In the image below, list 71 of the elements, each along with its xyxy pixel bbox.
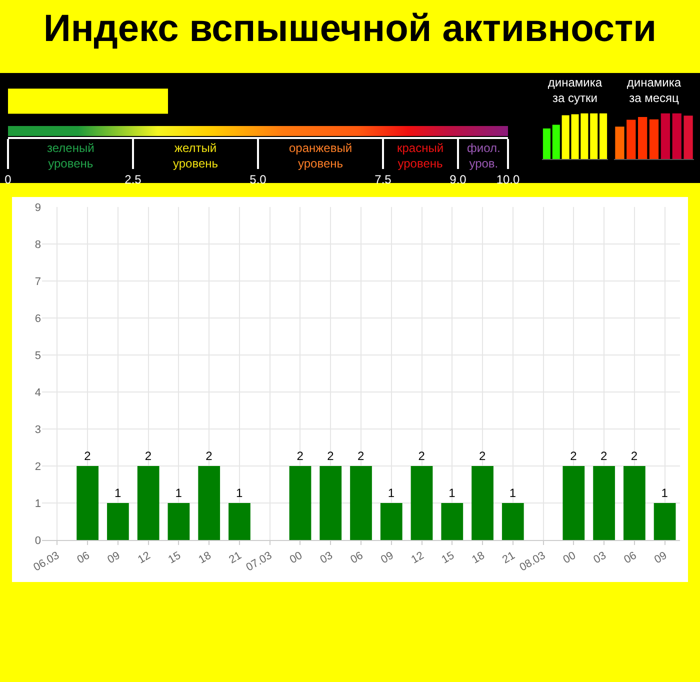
- x-tick-label: 2.5: [124, 172, 142, 186]
- data-label: 1: [661, 486, 668, 500]
- text: красный уровень: [397, 141, 444, 171]
- data-label: 2: [600, 449, 608, 463]
- y-tick-label: 0: [34, 534, 41, 547]
- text: фиол. уров.: [467, 141, 500, 171]
- x-tick-label: 15: [440, 550, 456, 566]
- x-tick-label: 09: [379, 550, 396, 566]
- y-tick-label: 2: [34, 460, 41, 473]
- x-tick-label: 7.5: [374, 172, 392, 186]
- data-label: 2: [358, 449, 364, 463]
- x-tick-label: 09: [106, 550, 122, 566]
- y-tick-label: 5: [34, 350, 41, 362]
- data-label: 2: [144, 449, 152, 463]
- x-tick-label: 00: [561, 550, 578, 566]
- data-label: 1: [236, 486, 243, 500]
- x-tick-label: 15: [166, 550, 183, 566]
- data-label: 2: [84, 449, 92, 463]
- data-label: 2: [296, 449, 304, 463]
- x-tick-label: 03: [592, 550, 608, 566]
- data-label: 2: [630, 449, 638, 463]
- data-label: 1: [114, 486, 122, 500]
- bar: [590, 113, 598, 159]
- bar: [672, 113, 682, 159]
- x-tick-label: 21: [500, 550, 518, 566]
- x-tick-label: 9.0: [450, 172, 467, 186]
- y-tick-label: 1: [34, 498, 41, 510]
- y-tick-label: 6: [34, 312, 41, 325]
- bar: [626, 120, 636, 159]
- x-tick-label: 00: [288, 550, 304, 566]
- bar: [615, 126, 624, 159]
- bar: [649, 119, 659, 159]
- data-label: 1: [509, 486, 516, 500]
- data-label: 2: [418, 449, 426, 463]
- x-tick-label: 06: [75, 550, 92, 566]
- data-label: 2: [206, 449, 213, 463]
- x-tick-label: 0: [4, 172, 12, 186]
- y-tick-label: 9: [34, 202, 41, 214]
- data-label: 1: [448, 486, 456, 500]
- x-tick-label: 06: [622, 550, 639, 566]
- bar: [638, 117, 648, 159]
- x-tick-label: 5.0: [250, 172, 267, 186]
- x-tick-label: 18: [196, 550, 214, 566]
- text: оранжевый уровень: [289, 141, 352, 171]
- text: желтый уровень: [173, 141, 218, 171]
- bar: [684, 116, 693, 159]
- chart-title: динамика за сутки: [548, 75, 602, 106]
- y-tick-label: 4: [34, 386, 41, 399]
- bar: [542, 128, 550, 159]
- x-tick-label: 10.0: [496, 172, 520, 186]
- bar: [600, 113, 608, 159]
- data-label: 2: [327, 449, 334, 463]
- x-tick-label: 12: [136, 550, 153, 566]
- y-tick-label: 8: [34, 238, 41, 251]
- data-label: 2: [479, 449, 486, 463]
- x-tick-label: 12: [409, 550, 426, 566]
- x-tick-label: 18: [470, 550, 487, 566]
- x-tick-label: 21: [227, 550, 244, 566]
- data-label: 1: [175, 486, 182, 500]
- text: зеленый уровень: [47, 141, 94, 171]
- bar: [660, 113, 670, 159]
- x-tick-label: 03: [318, 550, 335, 566]
- x-tick-label: 06: [348, 550, 366, 566]
- data-label: 1: [388, 486, 395, 500]
- chart-title: динамика за месяц: [626, 75, 682, 106]
- x-tick-label: 09: [652, 550, 670, 566]
- data-label: 2: [570, 449, 578, 463]
- bar: [552, 124, 560, 159]
- y-tick-label: 3: [34, 424, 41, 436]
- y-tick-label: 7: [34, 276, 41, 288]
- chart-title: Индекс вспышечной активности: [42, 8, 658, 51]
